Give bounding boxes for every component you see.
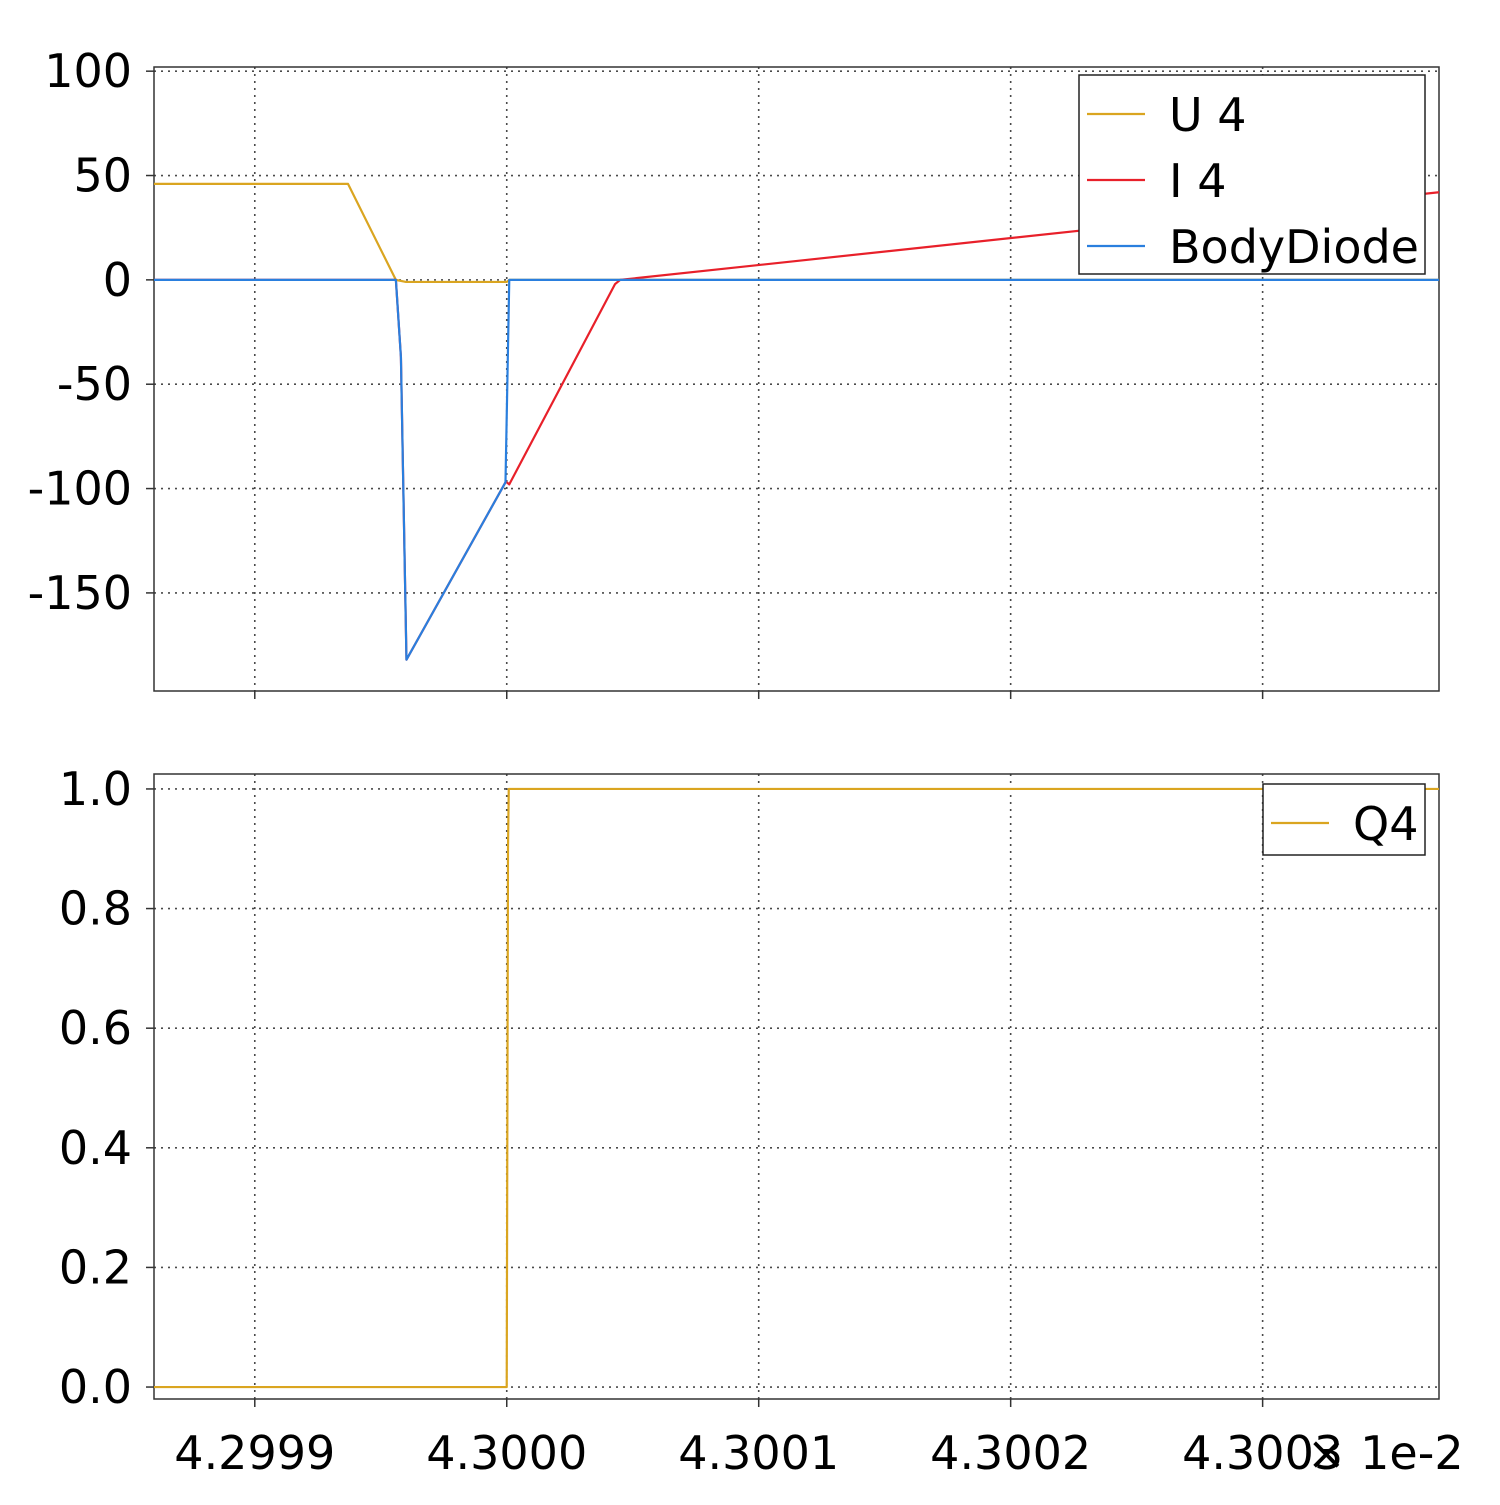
chart-panel-1: 100 50 0 -50 -100 -150 U 4 I 4 BodyDiode	[28, 44, 1440, 699]
y-tick-label: 0	[103, 253, 132, 307]
chart-panel-2: 1.0 0.8 0.6 0.4 0.2 0.0 4.2999 4.3000 4.3001 4.30…	[59, 762, 1464, 1480]
x-tick-label: 4.3000	[426, 1426, 587, 1480]
legend-label-bodydiode: BodyDiode	[1169, 220, 1419, 274]
x-axis	[254, 691, 1264, 699]
legend-label-q4: Q4	[1353, 797, 1418, 851]
x-tick-label: 4.3002	[930, 1426, 1091, 1480]
series-group	[154, 182, 1439, 661]
y-axis: 1.0 0.8 0.6 0.4 0.2 0.0	[59, 762, 154, 1414]
plot-frame	[153, 66, 1440, 692]
grid	[154, 774, 1439, 1399]
series-group	[154, 787, 1439, 1389]
series-line-bodydiode	[154, 278, 1439, 661]
legend-box	[1262, 783, 1426, 856]
legend-label-u-4: U 4	[1169, 88, 1247, 142]
y-tick-label: 0.2	[59, 1240, 132, 1294]
y-tick-label: 1.0	[59, 762, 132, 816]
legend-box	[1078, 74, 1426, 275]
x-tick-label: 4.3001	[678, 1426, 839, 1480]
x-axis-exponent-label: × 1e-2	[1307, 1426, 1464, 1480]
legend: Q4	[1262, 783, 1426, 856]
y-tick-label: 0.0	[59, 1360, 132, 1414]
y-tick-label: -50	[57, 357, 132, 411]
y-tick-label: 50	[73, 149, 132, 203]
grid	[154, 67, 1439, 691]
plot-frame	[153, 773, 1440, 1400]
series-line-q4	[154, 787, 1439, 1389]
y-tick-label: -150	[28, 566, 132, 620]
legend: U 4 I 4 BodyDiode	[1078, 74, 1426, 275]
x-tick-label: 4.2999	[174, 1426, 335, 1480]
y-tick-label: 100	[44, 44, 132, 98]
legend-label-i-4: I 4	[1169, 154, 1226, 208]
x-axis: 4.2999 4.3000 4.3001 4.3002 4.3003× 1e-2	[174, 1399, 1464, 1480]
y-tick-label: 0.4	[59, 1121, 132, 1175]
y-tick-label: 0.6	[59, 1001, 132, 1055]
y-tick-label: 0.8	[59, 882, 132, 936]
y-axis: 100 50 0 -50 -100 -150	[28, 44, 154, 620]
y-tick-label: -100	[28, 462, 132, 516]
x-tick-label: 4.3003	[1182, 1426, 1343, 1480]
